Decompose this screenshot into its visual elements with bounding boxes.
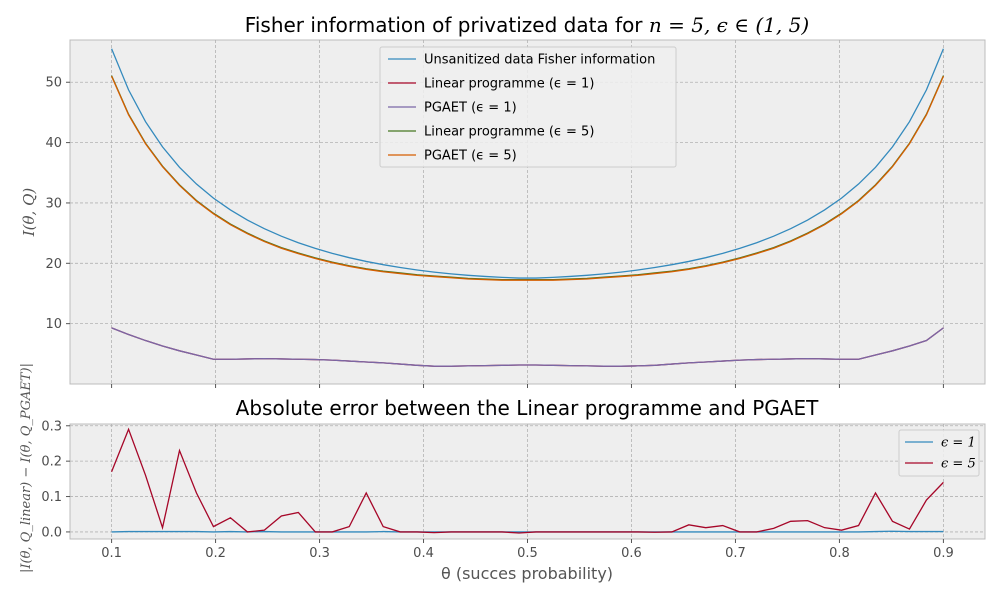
- top-legend-box: [379, 46, 677, 168]
- bottom-chart-panel: 0.0 0.1 0.2 0.3 0.1 0.2 0.3 0.4 0.5 0.6 0.7 0.8 0.9…: [19, 363, 986, 583]
- top-title-text: Fisher information of privatized data fo…: [245, 13, 649, 37]
- bottom-legend-label: ϵ = 5: [941, 457, 976, 472]
- bottom-series-line-2: [110, 427, 944, 534]
- top-y-tick-label: 50: [45, 76, 62, 91]
- top-y-axis-label: I(θ, Q): [20, 188, 38, 238]
- bottom-x-tick-label: 0.7: [725, 546, 746, 561]
- bottom-y-ticks: 0.0 0.1 0.2 0.3: [41, 419, 70, 540]
- top-legend: Unsanitized data Fisher information Linea…: [379, 46, 677, 168]
- top-legend-label: PGAET (ϵ = 5): [424, 149, 517, 164]
- top-y-ticks: 10 20 30 40 50: [45, 76, 70, 332]
- top-legend-label: Linear programme (ϵ = 5): [424, 125, 594, 140]
- bottom-chart-title: Absolute error between the Linear progra…: [236, 396, 819, 420]
- bottom-y-tick-label: 0.0: [41, 525, 62, 540]
- top-y-tick-label: 20: [45, 257, 62, 272]
- bottom-series-lines: [110, 427, 944, 534]
- bottom-legend: ϵ = 1 ϵ = 5: [898, 429, 980, 477]
- bottom-x-tick-label: 0.8: [829, 546, 850, 561]
- top-series-line-1: [110, 48, 945, 279]
- top-x-tick-marks: [111, 384, 944, 388]
- bottom-x-tick-label: 0.1: [101, 546, 122, 561]
- bottom-x-tick-label: 0.4: [413, 546, 434, 561]
- bottom-y-tick-label: 0.3: [41, 419, 62, 434]
- bottom-x-tick-label: 0.3: [309, 546, 330, 561]
- top-title-math: n = 5, ϵ ∈ (1, 5): [649, 13, 809, 37]
- top-y-tick-label: 10: [45, 317, 62, 332]
- top-legend-label: Linear programme (ϵ = 1): [424, 77, 594, 92]
- top-chart-panel: 10 20 30 40 50 Fisher information of privati…: [20, 13, 986, 388]
- top-legend-label: PGAET (ϵ = 1): [424, 101, 517, 116]
- bottom-x-tick-label: 0.2: [205, 546, 226, 561]
- bottom-y-tick-label: 0.1: [41, 490, 62, 505]
- bottom-y-axis-label: |I(θ, Q_linear) − I(θ, Q_PGAET)|: [19, 363, 34, 573]
- bottom-x-tick-label: 0.9: [933, 546, 954, 561]
- bottom-x-tick-label: 0.6: [621, 546, 642, 561]
- bottom-x-ticks: 0.1 0.2 0.3 0.4 0.5 0.6 0.7 0.8 0.9: [101, 539, 954, 561]
- bottom-x-axis-label: θ (succes probability): [441, 564, 613, 583]
- top-series-line-3: [111, 327, 944, 367]
- top-series-lines: [110, 48, 945, 367]
- top-series-line-5: [110, 75, 945, 281]
- bottom-x-tick-label: 0.5: [517, 546, 538, 561]
- top-y-tick-label: 30: [45, 196, 62, 211]
- bottom-y-tick-label: 0.2: [41, 455, 62, 470]
- top-chart-title: Fisher information of privatized data fo…: [245, 13, 809, 37]
- top-grid: [70, 40, 985, 384]
- top-y-tick-label: 40: [45, 136, 62, 151]
- top-legend-label: Unsanitized data Fisher information: [424, 53, 655, 68]
- bottom-legend-label: ϵ = 1: [941, 436, 976, 451]
